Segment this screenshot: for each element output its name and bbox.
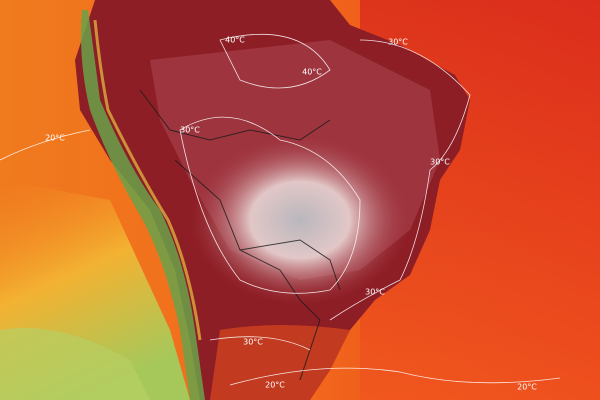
contour-lines <box>0 33 561 386</box>
contour-label: 30°C <box>388 38 408 47</box>
andes-ridge <box>93 19 202 341</box>
contour-label: 40°C <box>225 36 245 45</box>
contour-label: 20°C <box>265 381 285 390</box>
hot-core <box>190 135 410 305</box>
contour-label: 30°C <box>430 158 450 167</box>
contour-label: 30°C <box>365 288 385 297</box>
contour-labels: 20°C 30°C 40°C 40°C 30°C 30°C 30°C 30°C 20°C 20°C <box>45 36 537 392</box>
contour-label: 40°C <box>302 68 322 77</box>
contour-label: 20°C <box>517 383 537 392</box>
contour-label: 30°C <box>180 126 200 135</box>
contour-label: 30°C <box>243 338 263 347</box>
andes <box>81 10 205 400</box>
contour-label: 20°C <box>45 134 65 143</box>
borders <box>139 89 341 381</box>
cool-pacific-area <box>0 328 150 400</box>
